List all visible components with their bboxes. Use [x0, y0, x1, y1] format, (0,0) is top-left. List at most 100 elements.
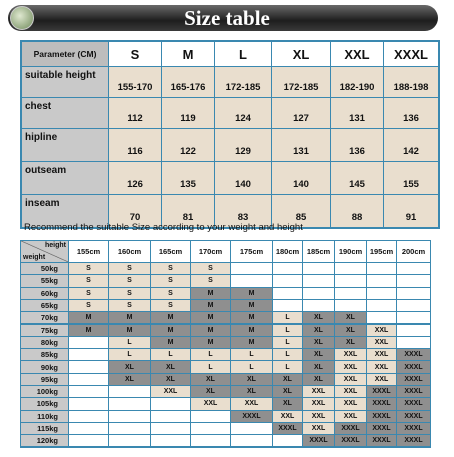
size-cell: XXL [151, 386, 190, 398]
size-cell: XXL [335, 373, 366, 385]
size-cell: L [231, 349, 272, 361]
empty-cell [397, 324, 430, 336]
size-cell: M [191, 287, 230, 299]
size-cell: L [191, 349, 230, 361]
size-cell: XXL [335, 361, 366, 373]
size-cell: XL [191, 373, 230, 385]
size-header: XL [272, 42, 330, 66]
size-cell: S [109, 263, 150, 275]
empty-cell [109, 386, 150, 398]
size-value: 135 [162, 162, 214, 194]
size-cell: L [231, 361, 272, 373]
size-cell: XXL [231, 398, 272, 410]
empty-cell [69, 386, 108, 398]
row-label: inseam [22, 195, 108, 227]
empty-cell [303, 299, 334, 312]
row-label: hipline [22, 129, 108, 161]
size-cell: XL [335, 336, 366, 349]
size-cell: XXL [367, 373, 396, 385]
height-header: 200cm [397, 241, 430, 262]
size-cell: XXL [367, 336, 396, 349]
size-cell: S [69, 287, 108, 299]
size-cell: XXXL [231, 410, 272, 422]
recommend-note: Recommend the suitable Size according to… [24, 222, 303, 233]
size-cell: S [151, 275, 190, 287]
empty-cell [367, 287, 396, 299]
size-cell: L [273, 361, 302, 373]
size-value: 188-198 [384, 67, 438, 97]
empty-cell [335, 263, 366, 275]
empty-cell [367, 275, 396, 287]
recommend-table: height weight 155cm 160cm 165cm 170cm 175cm 180… [20, 240, 431, 448]
size-cell: XL [191, 386, 230, 398]
size-value: 124 [215, 98, 271, 128]
logo-icon [10, 6, 34, 30]
size-cell: S [69, 299, 108, 312]
size-cell: XL [303, 312, 334, 324]
size-value: 140 [215, 162, 271, 194]
size-cell: XXL [191, 398, 230, 410]
empty-cell [151, 398, 190, 410]
size-header: XXL [331, 42, 383, 66]
size-cell: XXXL [397, 422, 430, 435]
size-cell: L [151, 349, 190, 361]
size-value: 172-185 [215, 67, 271, 97]
corner-height: height [45, 242, 66, 249]
size-cell: XXXL [397, 410, 430, 422]
size-value: 127 [272, 98, 330, 128]
height-header: 165cm [151, 241, 190, 262]
size-cell: XXXL [335, 435, 366, 447]
size-cell: XL [273, 398, 302, 410]
size-cell: XXL [335, 398, 366, 410]
size-value: 129 [215, 129, 271, 161]
corner-weight: weight [23, 254, 46, 261]
size-cell: S [151, 287, 190, 299]
size-value: 182-190 [331, 67, 383, 97]
empty-cell [69, 336, 108, 349]
empty-cell [69, 361, 108, 373]
empty-cell [109, 398, 150, 410]
weight-label: 110kg [21, 410, 68, 422]
size-cell: M [109, 324, 150, 336]
size-cell: S [191, 275, 230, 287]
size-cell: XXXL [367, 422, 396, 435]
size-cell: XXL [273, 410, 302, 422]
height-header: 170cm [191, 241, 230, 262]
weight-label: 120kg [21, 435, 68, 447]
size-cell: XXL [367, 324, 396, 336]
size-cell: S [109, 299, 150, 312]
size-value: 126 [109, 162, 161, 194]
size-cell: XL [151, 361, 190, 373]
size-cell: XL [273, 373, 302, 385]
weight-label: 75kg [21, 324, 68, 336]
empty-cell [231, 435, 272, 447]
size-value: 112 [109, 98, 161, 128]
weight-label: 85kg [21, 349, 68, 361]
empty-cell [335, 287, 366, 299]
weight-label: 55kg [21, 275, 68, 287]
page-title: Size table [184, 6, 270, 30]
size-cell: S [191, 263, 230, 275]
weight-label: 90kg [21, 361, 68, 373]
empty-cell [151, 410, 190, 422]
size-value: 70 [109, 195, 161, 227]
size-cell: S [109, 287, 150, 299]
size-cell: XXXL [273, 422, 302, 435]
weight-label: 100kg [21, 386, 68, 398]
size-value: 136 [331, 129, 383, 161]
size-cell: M [191, 324, 230, 336]
empty-cell [191, 410, 230, 422]
weight-label: 65kg [21, 299, 68, 312]
size-cell: XXXL [367, 386, 396, 398]
height-header: 155cm [69, 241, 108, 262]
empty-cell [273, 287, 302, 299]
size-value: 165-176 [162, 67, 214, 97]
size-value: 91 [384, 195, 438, 227]
empty-cell [109, 435, 150, 447]
weight-label: 80kg [21, 336, 68, 349]
size-cell: XXL [335, 410, 366, 422]
size-value: 119 [162, 98, 214, 128]
size-cell: XL [109, 361, 150, 373]
size-cell: XL [303, 361, 334, 373]
size-cell: M [151, 336, 190, 349]
